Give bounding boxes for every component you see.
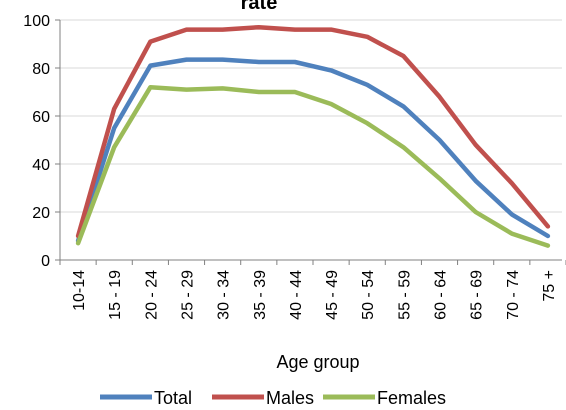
legend-label-males: Males xyxy=(266,388,314,408)
y-tick-label: 60 xyxy=(32,109,50,126)
legend-label-total: Total xyxy=(154,388,192,408)
series-line-females xyxy=(75,84,551,248)
y-tick-label: 0 xyxy=(41,253,50,270)
x-tick-label: 10-14 xyxy=(71,270,88,311)
x-tick-label: 70 - 74 xyxy=(505,270,522,320)
series-line-total xyxy=(75,57,551,244)
x-axis-title: Age group xyxy=(276,352,359,372)
x-tick-label: 20 - 24 xyxy=(143,270,160,320)
x-tick-label: 50 - 54 xyxy=(360,270,377,320)
axes xyxy=(55,19,566,265)
series-lines xyxy=(75,24,551,248)
x-axis-ticks: 10-14 15 - 19 20 - 24 25 - 29 30 - 34 35 - 39… xyxy=(71,270,558,320)
y-tick-label: 20 xyxy=(32,205,50,222)
x-tick-label: 40 - 44 xyxy=(288,270,305,320)
x-tick-label: 35 - 39 xyxy=(252,270,269,320)
y-tick-label: 80 xyxy=(32,61,50,78)
x-tick-label: 65 - 69 xyxy=(469,270,486,320)
x-tick-label: 45 - 49 xyxy=(324,270,341,320)
x-tick-label: 60 - 64 xyxy=(433,270,450,320)
legend-label-females: Females xyxy=(377,388,446,408)
y-tick-label: 100 xyxy=(23,13,50,30)
series-line-males xyxy=(75,24,551,239)
legend: Total Males Females xyxy=(100,388,446,408)
x-tick-label: 75 + xyxy=(541,270,558,302)
x-tick-label: 55 - 59 xyxy=(396,270,413,320)
x-tick-label: 30 - 34 xyxy=(216,270,233,320)
x-tick-label: 25 - 29 xyxy=(180,270,197,320)
x-tick-label: 15 - 19 xyxy=(107,270,124,320)
gridlines xyxy=(60,19,562,261)
y-axis-ticks: 0 20 40 60 80 100 xyxy=(23,13,50,270)
y-tick-label: 40 xyxy=(32,157,50,174)
chart-title: rate xyxy=(241,0,278,14)
